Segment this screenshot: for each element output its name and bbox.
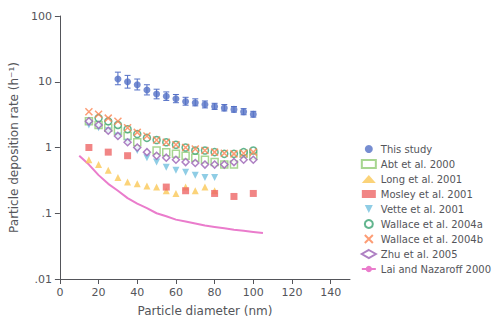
svg-text:100: 100 — [243, 286, 264, 299]
svg-text:1: 1 — [45, 141, 52, 154]
svg-text:0: 0 — [56, 286, 63, 299]
svg-text:120: 120 — [281, 286, 302, 299]
svg-text:Zhu et al. 2005: Zhu et al. 2005 — [381, 249, 458, 260]
svg-text:100: 100 — [31, 10, 52, 23]
svg-text:Wallace et al. 2004b: Wallace et al. 2004b — [381, 234, 483, 245]
svg-text:80: 80 — [208, 286, 222, 299]
svg-text:60: 60 — [169, 286, 183, 299]
svg-text:Wallace et al. 2004a: Wallace et al. 2004a — [381, 219, 483, 230]
svg-text:Abt et al. 2000: Abt et al. 2000 — [381, 159, 455, 170]
svg-text:Vette et al. 2001: Vette et al. 2001 — [381, 204, 464, 215]
svg-text:.01: .01 — [34, 273, 52, 286]
svg-text:Particle deposition rate (h⁻¹): Particle deposition rate (h⁻¹) — [7, 62, 21, 233]
svg-text:.1: .1 — [41, 207, 52, 220]
svg-text:20: 20 — [92, 286, 106, 299]
svg-text:10: 10 — [38, 75, 52, 88]
svg-text:40: 40 — [130, 286, 144, 299]
svg-text:Long et al. 2001: Long et al. 2001 — [381, 174, 462, 185]
svg-text:Mosley et al. 2001: Mosley et al. 2001 — [381, 189, 473, 200]
svg-text:140: 140 — [320, 286, 341, 299]
svg-text:This study: This study — [380, 144, 432, 155]
svg-text:Particle diameter (nm): Particle diameter (nm) — [137, 304, 272, 318]
svg-text:Lai and Nazaroff 2000: Lai and Nazaroff 2000 — [381, 264, 491, 275]
